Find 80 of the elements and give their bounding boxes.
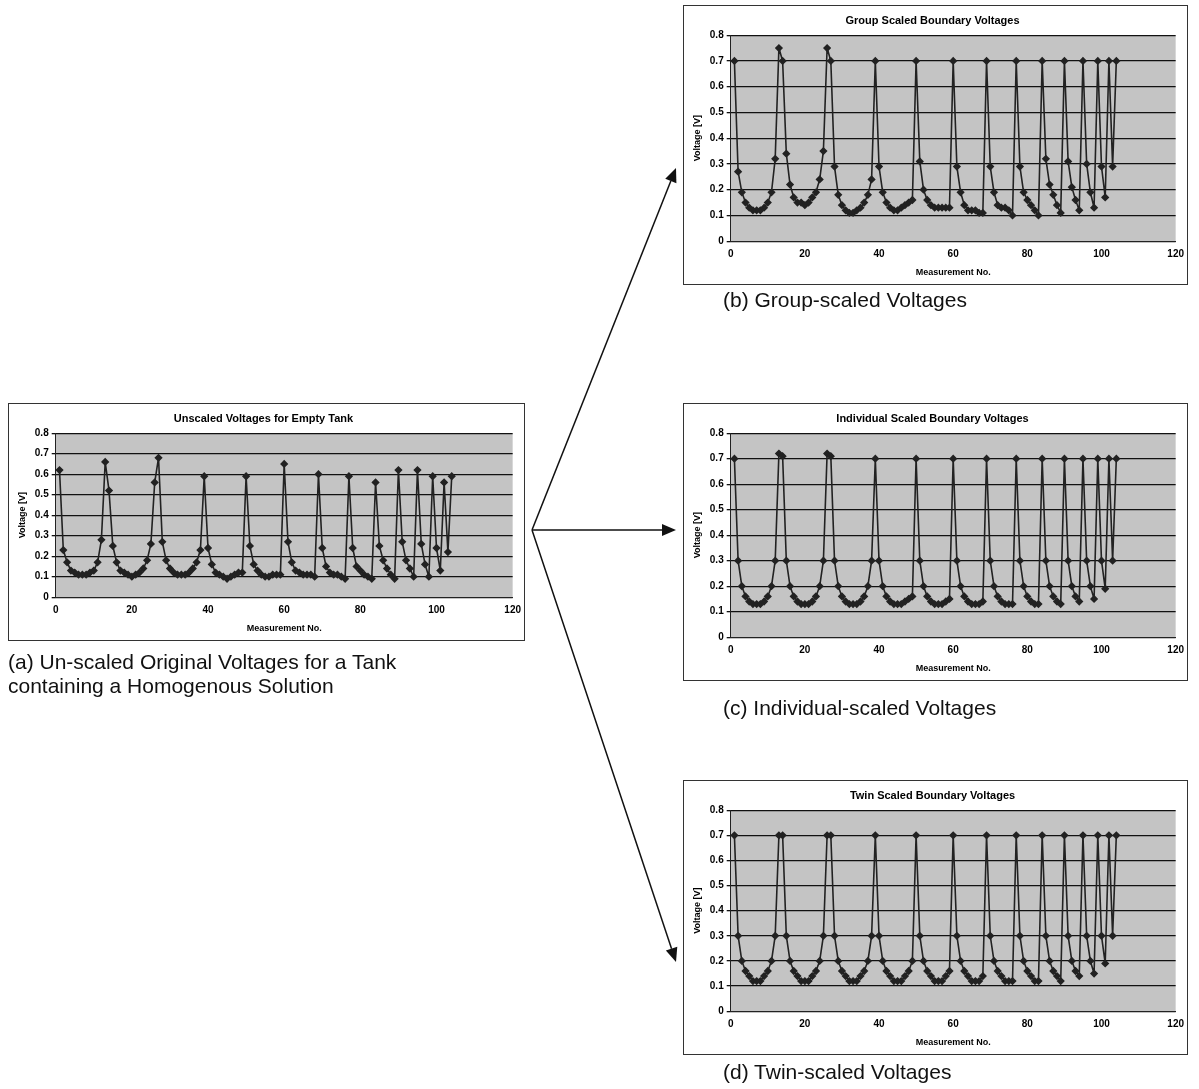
x-tick-label: 20 bbox=[799, 247, 811, 259]
y-tick-label: 0.6 bbox=[709, 477, 725, 489]
y-tick-label: 0.3 bbox=[34, 529, 50, 541]
x-tick-label: 120 bbox=[504, 603, 522, 615]
x-axis-title: Measurement No. bbox=[246, 623, 322, 634]
x-tick-label: 100 bbox=[1093, 643, 1111, 655]
x-tick-label: 80 bbox=[1021, 643, 1034, 655]
y-tick-label: 0.4 bbox=[34, 508, 50, 520]
x-axis-title: Measurement No. bbox=[915, 663, 991, 674]
x-tick-label: 100 bbox=[1093, 1017, 1111, 1029]
x-tick-label: 40 bbox=[873, 643, 886, 655]
y-tick-label: 0.7 bbox=[709, 452, 725, 464]
x-axis-title: Measurement No. bbox=[915, 267, 991, 278]
y-tick-label: 0.6 bbox=[34, 467, 50, 479]
y-tick-label: 0.2 bbox=[709, 183, 725, 195]
text: (c) Individual-scaled Voltages bbox=[723, 696, 998, 720]
y-tick-label: 0.5 bbox=[709, 106, 725, 118]
y-tick-label: 0.5 bbox=[34, 488, 50, 500]
chart-title: Individual Scaled Boundary Voltages bbox=[836, 411, 1029, 424]
y-tick-label: 0 bbox=[718, 234, 725, 246]
x-tick-label: 0 bbox=[727, 643, 734, 655]
y-axis-title: Voltage [V] bbox=[691, 115, 702, 162]
y-tick-label: 0.8 bbox=[34, 426, 50, 438]
text: (b) Group-scaled Voltages bbox=[723, 288, 968, 312]
x-tick-label: 120 bbox=[1167, 247, 1185, 259]
y-tick-label: 0.5 bbox=[709, 503, 725, 515]
x-tick-label: 0 bbox=[727, 1017, 734, 1029]
x-tick-label: 0 bbox=[727, 247, 734, 259]
y-tick-label: 0.3 bbox=[709, 929, 725, 941]
text: (d) Twin-scaled Voltages bbox=[723, 1060, 953, 1084]
y-tick-label: 0.5 bbox=[709, 879, 725, 891]
y-tick-label: 0.4 bbox=[709, 528, 725, 540]
y-tick-label: 0.8 bbox=[709, 426, 725, 438]
y-tick-label: 0 bbox=[43, 590, 50, 602]
y-tick-label: 0.1 bbox=[709, 209, 725, 221]
y-tick-label: 0.2 bbox=[709, 579, 725, 591]
y-tick-label: 0.2 bbox=[34, 549, 50, 561]
x-tick-label: 20 bbox=[799, 1017, 811, 1029]
chart-title: Unscaled Voltages for Empty Tank bbox=[173, 411, 355, 424]
y-tick-label: 0.1 bbox=[709, 979, 725, 991]
y-tick-label: 0.6 bbox=[709, 80, 725, 92]
x-tick-label: 40 bbox=[202, 603, 215, 615]
y-tick-label: 0 bbox=[718, 630, 725, 642]
y-tick-label: 0.7 bbox=[709, 829, 725, 841]
x-tick-label: 100 bbox=[428, 603, 446, 615]
y-tick-label: 0.4 bbox=[709, 131, 725, 143]
y-tick-label: 0.6 bbox=[709, 854, 725, 866]
x-tick-label: 80 bbox=[1021, 247, 1034, 259]
y-tick-label: 0.3 bbox=[709, 157, 725, 169]
x-tick-label: 80 bbox=[354, 603, 367, 615]
x-tick-label: 20 bbox=[126, 603, 138, 615]
x-tick-label: 40 bbox=[873, 247, 886, 259]
chart-title: Group Scaled Boundary Voltages bbox=[845, 13, 1020, 26]
y-axis-title: Voltage [V] bbox=[691, 512, 702, 559]
x-tick-label: 80 bbox=[1021, 1017, 1034, 1029]
y-tick-label: 0.8 bbox=[709, 28, 725, 40]
y-tick-label: 0.1 bbox=[34, 570, 50, 582]
y-tick-label: 0.4 bbox=[709, 904, 725, 916]
y-axis-title: Voltage [V] bbox=[16, 492, 27, 539]
x-tick-label: 20 bbox=[799, 643, 811, 655]
x-tick-label: 60 bbox=[947, 247, 960, 259]
y-axis-title: Voltage [V] bbox=[691, 887, 702, 934]
y-tick-label: 0.7 bbox=[34, 447, 50, 459]
y-tick-label: 0.7 bbox=[709, 54, 725, 66]
x-tick-label: 60 bbox=[947, 1017, 960, 1029]
x-tick-label: 0 bbox=[52, 603, 59, 615]
x-tick-label: 40 bbox=[873, 1017, 886, 1029]
chart-title: Twin Scaled Boundary Voltages bbox=[849, 788, 1016, 801]
x-tick-label: 120 bbox=[1167, 1017, 1185, 1029]
y-tick-label: 0.2 bbox=[709, 954, 725, 966]
y-tick-label: 0.3 bbox=[709, 554, 725, 566]
x-axis-title: Measurement No. bbox=[915, 1037, 991, 1048]
x-tick-label: 60 bbox=[278, 603, 291, 615]
x-tick-label: 120 bbox=[1167, 643, 1185, 655]
x-tick-label: 60 bbox=[947, 643, 960, 655]
y-tick-label: 0.1 bbox=[709, 605, 725, 617]
x-tick-label: 100 bbox=[1093, 247, 1111, 259]
y-tick-label: 0.8 bbox=[709, 803, 725, 815]
text: (a) Un-scaled Original Voltages for a Tank containing a Homogenous Solution bbox=[8, 650, 398, 698]
y-tick-label: 0 bbox=[718, 1004, 725, 1016]
